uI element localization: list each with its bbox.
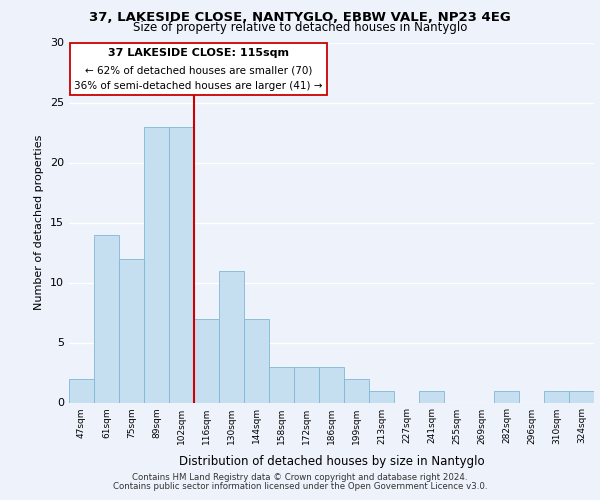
Bar bbox=[194, 318, 219, 402]
X-axis label: Distribution of detached houses by size in Nantyglo: Distribution of detached houses by size … bbox=[179, 455, 484, 468]
Bar bbox=[369, 390, 394, 402]
Text: 37 LAKESIDE CLOSE: 115sqm: 37 LAKESIDE CLOSE: 115sqm bbox=[108, 48, 289, 58]
Text: Contains HM Land Registry data © Crown copyright and database right 2024.: Contains HM Land Registry data © Crown c… bbox=[132, 472, 468, 482]
Bar bbox=[219, 270, 244, 402]
Bar bbox=[94, 234, 119, 402]
Bar bbox=[419, 390, 444, 402]
Text: 37, LAKESIDE CLOSE, NANTYGLO, EBBW VALE, NP23 4EG: 37, LAKESIDE CLOSE, NANTYGLO, EBBW VALE,… bbox=[89, 11, 511, 24]
Bar bbox=[69, 378, 94, 402]
Bar bbox=[494, 390, 519, 402]
Y-axis label: Number of detached properties: Number of detached properties bbox=[34, 135, 44, 310]
Bar bbox=[344, 378, 369, 402]
Text: Contains public sector information licensed under the Open Government Licence v3: Contains public sector information licen… bbox=[113, 482, 487, 491]
Bar bbox=[144, 126, 169, 402]
Bar bbox=[319, 366, 344, 402]
Text: 36% of semi-detached houses are larger (41) →: 36% of semi-detached houses are larger (… bbox=[74, 81, 323, 91]
Bar bbox=[169, 126, 194, 402]
Bar bbox=[244, 318, 269, 402]
Bar bbox=[119, 258, 144, 402]
Bar bbox=[569, 390, 594, 402]
Bar bbox=[544, 390, 569, 402]
Bar bbox=[269, 366, 294, 402]
Bar bbox=[294, 366, 319, 402]
Text: ← 62% of detached houses are smaller (70): ← 62% of detached houses are smaller (70… bbox=[85, 66, 312, 76]
FancyBboxPatch shape bbox=[70, 42, 326, 96]
Text: Size of property relative to detached houses in Nantyglo: Size of property relative to detached ho… bbox=[133, 21, 467, 34]
